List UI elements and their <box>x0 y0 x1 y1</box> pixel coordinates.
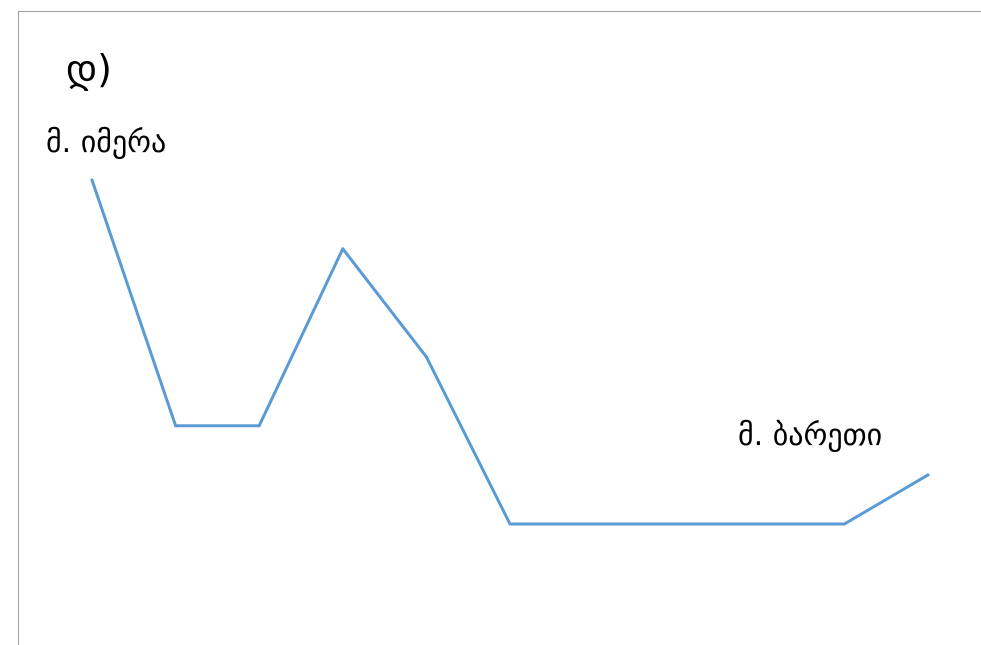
data-point-0 <box>90 178 94 182</box>
chart-border-top <box>18 11 981 12</box>
data-point-1 <box>174 424 178 428</box>
data-point-5 <box>508 522 512 526</box>
chart-border-left <box>18 11 19 645</box>
data-point-10 <box>926 473 930 477</box>
data-point-6 <box>592 522 596 526</box>
data-point-7 <box>675 522 679 526</box>
panel-label: დ) <box>66 47 112 91</box>
data-point-4 <box>424 355 428 359</box>
series-line-0 <box>90 178 930 526</box>
end-point-label: მ. ბარეთი <box>738 418 883 453</box>
data-point-3 <box>341 247 345 251</box>
data-point-2 <box>257 424 261 428</box>
data-point-9 <box>842 522 846 526</box>
start-point-label: მ. იმერა <box>46 125 167 160</box>
data-point-8 <box>759 522 763 526</box>
